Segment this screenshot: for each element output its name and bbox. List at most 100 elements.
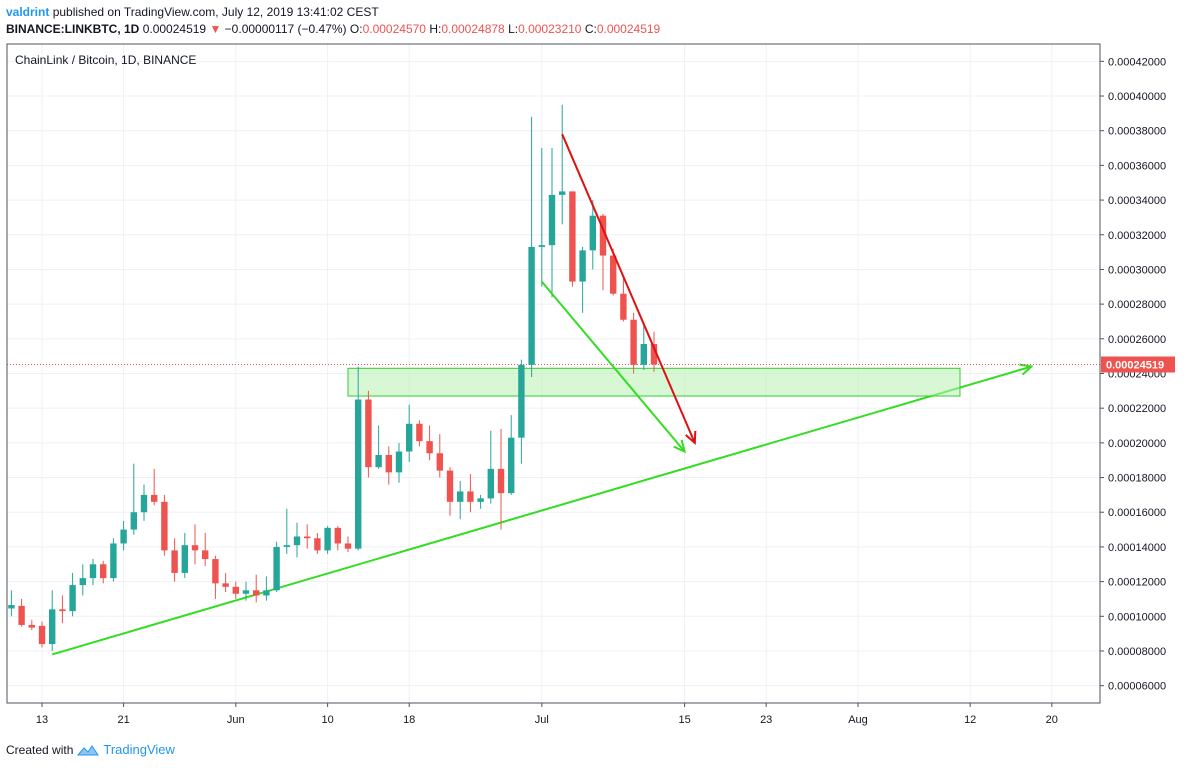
y-tick-label: 0.00018000 bbox=[1108, 473, 1166, 485]
candle-body bbox=[283, 545, 290, 547]
arrowhead-icon bbox=[673, 439, 687, 454]
candle-body bbox=[436, 453, 443, 471]
red-arrow bbox=[561, 133, 696, 444]
y-tick-label: 0.00022000 bbox=[1108, 403, 1166, 415]
candle-body bbox=[202, 550, 209, 560]
candle-body bbox=[69, 585, 76, 612]
close-value: 0.00024519 bbox=[596, 22, 661, 36]
candle-body bbox=[375, 455, 382, 468]
candle-body bbox=[640, 344, 647, 365]
down-arrow-icon: ▼ bbox=[209, 22, 222, 36]
chart-title: ChainLink / Bitcoin, 1D, BINANCE bbox=[15, 53, 196, 67]
price-change: −0.00000117 (−0.47%) bbox=[224, 22, 347, 36]
y-tick-label: 0.00036000 bbox=[1108, 160, 1166, 172]
candle-body bbox=[222, 583, 229, 587]
candle-body bbox=[171, 550, 178, 573]
axes: 0.00006000 0.00008000 0.00010000 0.00012000… bbox=[6, 43, 1175, 726]
candles bbox=[8, 104, 658, 651]
x-tick-label: Aug bbox=[848, 714, 868, 726]
plot-frame bbox=[6, 43, 1101, 704]
candle-body bbox=[518, 364, 525, 438]
candle-body bbox=[344, 543, 352, 549]
candle-body bbox=[191, 545, 199, 551]
y-tick-label: 0.00032000 bbox=[1108, 230, 1166, 242]
candle-body bbox=[59, 609, 66, 612]
candle-body bbox=[89, 564, 97, 579]
ascending-trendline bbox=[51, 365, 1032, 656]
candle-body bbox=[181, 545, 188, 573]
candle-body bbox=[497, 468, 505, 494]
x-tick-label: 23 bbox=[760, 714, 772, 726]
candle-body bbox=[151, 494, 158, 502]
candle-body bbox=[304, 536, 311, 539]
candle-body bbox=[110, 543, 117, 579]
y-tick-label: 0.00020000 bbox=[1108, 438, 1166, 450]
drawings-front[interactable] bbox=[541, 133, 697, 454]
y-tick-label: 0.00014000 bbox=[1108, 542, 1166, 554]
x-tick-label: 21 bbox=[117, 714, 129, 726]
candle-body bbox=[120, 529, 127, 544]
high-label: H: bbox=[429, 22, 442, 36]
y-tick-label: 0.00034000 bbox=[1108, 195, 1166, 207]
y-tick-label: 0.00026000 bbox=[1108, 334, 1166, 346]
candle-body bbox=[100, 564, 107, 579]
tradingview-brand-link[interactable]: TradingView bbox=[103, 742, 175, 757]
y-tick-label: 0.00040000 bbox=[1108, 91, 1166, 103]
support-zone bbox=[347, 367, 961, 397]
candle-body bbox=[579, 250, 586, 282]
arrowhead-icon bbox=[1019, 363, 1034, 376]
x-tick-label: 10 bbox=[321, 714, 333, 726]
candle-body bbox=[630, 319, 637, 365]
candle-body bbox=[161, 501, 168, 551]
symbol-label: BINANCE:LINKBTC, 1D bbox=[6, 22, 140, 36]
candle-body bbox=[130, 512, 137, 530]
y-tick-label: 0.00010000 bbox=[1108, 611, 1166, 623]
x-tick-label: 20 bbox=[1046, 714, 1058, 726]
x-tick-label: 12 bbox=[964, 714, 976, 726]
author-link[interactable]: valdrint bbox=[6, 5, 50, 19]
candle-body bbox=[38, 625, 46, 645]
last-price-tag bbox=[1101, 356, 1175, 373]
y-tick-label: 0.00030000 bbox=[1108, 264, 1166, 276]
candle-body bbox=[416, 423, 423, 442]
candle-body bbox=[49, 609, 56, 645]
candle-body bbox=[293, 536, 301, 546]
open-label: O: bbox=[349, 22, 363, 36]
low-label: L: bbox=[508, 22, 519, 36]
candle-body bbox=[589, 215, 596, 251]
y-tick-label: 0.00008000 bbox=[1108, 646, 1166, 658]
candle-body bbox=[314, 538, 321, 551]
candle-body bbox=[548, 194, 556, 246]
last-price-label: 0.00024519 bbox=[1106, 359, 1164, 371]
candle-body bbox=[79, 578, 86, 586]
candle-body bbox=[273, 546, 280, 591]
candle-body bbox=[365, 399, 372, 468]
candle-body bbox=[324, 527, 331, 551]
created-with-text: Created with bbox=[6, 742, 74, 757]
candle-body bbox=[620, 293, 627, 320]
candle-body bbox=[355, 399, 362, 549]
candle-body bbox=[559, 191, 566, 195]
y-tick-label: 0.00012000 bbox=[1108, 577, 1166, 589]
symbol-info-bar: BINANCE:LINKBTC, 1D 0.00024519 ▼ −0.0000… bbox=[6, 22, 660, 36]
candle-body bbox=[467, 491, 474, 502]
candle-body bbox=[385, 455, 392, 473]
candle-body bbox=[569, 191, 576, 282]
candle-body bbox=[508, 437, 515, 494]
close-label: C: bbox=[584, 22, 597, 36]
candle-body bbox=[395, 451, 403, 473]
tradingview-logo-icon bbox=[77, 744, 100, 755]
y-tick-label: 0.00028000 bbox=[1108, 299, 1166, 311]
low-value: 0.00023210 bbox=[518, 22, 582, 36]
candle-body bbox=[426, 441, 433, 454]
y-tick-label: 0.00042000 bbox=[1108, 56, 1166, 68]
x-tick-label: 18 bbox=[403, 714, 415, 726]
green-arrow bbox=[541, 280, 686, 453]
candle-body bbox=[242, 590, 250, 594]
arrowhead-icon bbox=[685, 430, 697, 445]
x-tick-label: 15 bbox=[678, 714, 690, 726]
drawings-back bbox=[7, 363, 1100, 656]
candle-body bbox=[599, 215, 607, 256]
candle-body bbox=[406, 423, 413, 452]
